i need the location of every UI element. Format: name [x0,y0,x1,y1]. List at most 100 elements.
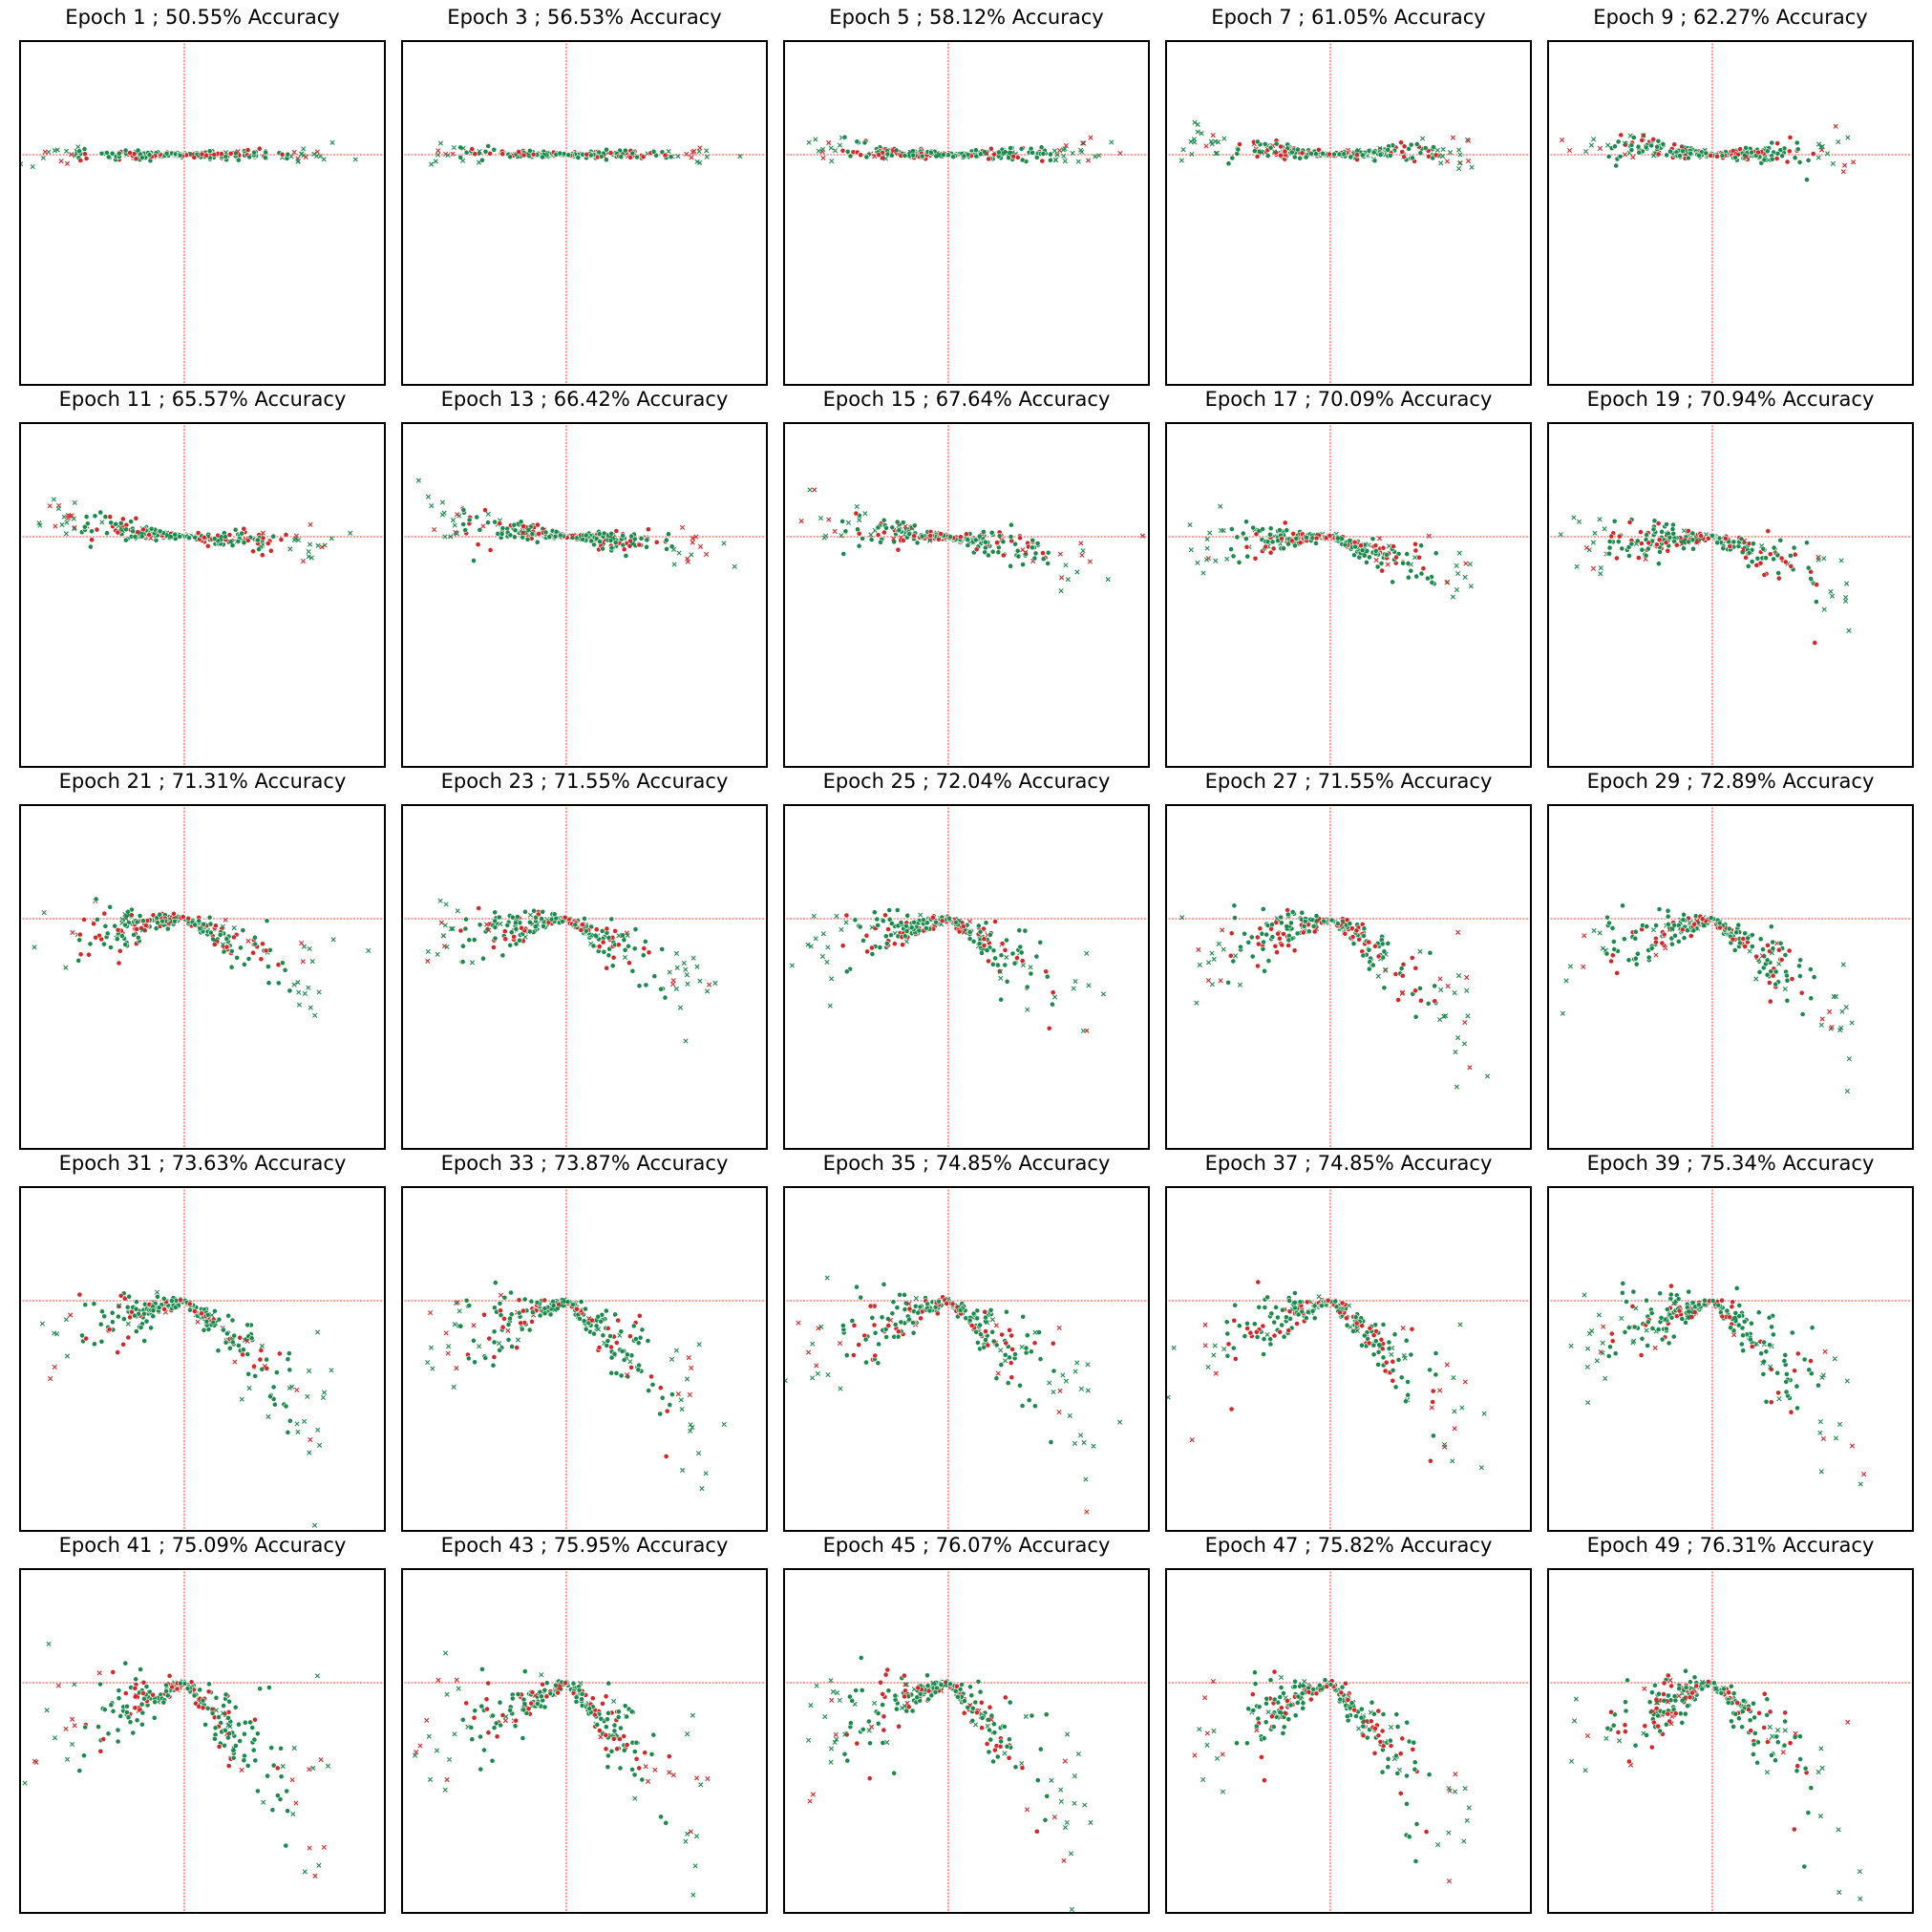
scatter-point [204,542,211,549]
scatter-point [607,538,614,543]
scatter-point [1285,1327,1292,1333]
scatter-point [508,929,515,936]
scatter-point [1040,151,1047,157]
scatter-point [1270,545,1277,552]
scatter-point [1366,939,1372,945]
scatter-point [1684,927,1690,934]
scatter-point [854,138,860,145]
scatter-point [1242,1333,1248,1339]
scatter-point [309,959,315,965]
scatter-point [1207,530,1213,536]
scatter-point [1405,561,1412,566]
scatter-point [482,148,489,155]
scatter-point [1085,1362,1091,1368]
scatter-point [322,542,328,548]
scatter-point [598,154,605,159]
scatter-point [1400,560,1406,566]
scatter-point [32,945,37,950]
scatter-point [524,536,531,542]
scatter-point [1778,555,1785,562]
scatter-point [626,1333,633,1340]
scatter-point [939,918,945,924]
scatter-point [1417,985,1423,991]
scatter-plot [783,804,1150,1150]
scatter-point [1390,1367,1396,1373]
scatter-point [1264,1331,1270,1338]
scatter-point [1196,946,1201,952]
panel-title: Epoch 31 ; 73.63% Accuracy [58,1152,347,1175]
scatter-point [165,533,171,539]
scatter-point [171,918,178,924]
scatter-point [1088,135,1093,140]
scatter-point [854,503,860,510]
scatter-point [226,532,233,538]
scatter-point [512,527,519,534]
scatter-point [1383,966,1389,972]
scatter-point [929,914,936,921]
scatter-point [206,914,213,921]
scatter-point [244,1351,251,1357]
scatter-point [251,1363,257,1369]
scatter-point [1617,154,1624,159]
scatter-point [585,1316,592,1322]
scatter-point [1807,966,1814,972]
scatter-point [968,1323,975,1328]
scatter-point [1699,916,1706,923]
scatter-panel: Epoch 33 ; 73.87% Accuracy [401,1150,768,1532]
scatter-point [482,1355,489,1361]
scatter-point [218,536,223,541]
scatter-point [1792,551,1798,558]
scatter-point [1225,1341,1232,1348]
scatter-point [112,923,118,929]
scatter-point [819,146,826,152]
scatter-point [840,1323,846,1328]
scatter-point [842,528,849,535]
scatter-point [961,929,967,935]
scatter-point [1213,1370,1219,1376]
scatter-point [486,927,492,933]
scatter-point [114,936,120,943]
scatter-point [889,921,895,926]
scatter-point [155,1294,160,1300]
scatter-point [1611,518,1618,524]
scatter-point [1019,958,1026,964]
scatter-point [312,1012,318,1018]
scatter-point [732,563,737,569]
scatter-point [911,919,917,925]
scatter-point [1279,1322,1285,1328]
scatter-point [1401,143,1408,150]
scatter-point [1019,1403,1026,1409]
scatter-point [1467,1065,1473,1071]
scatter-point [1639,546,1645,553]
scatter-point [992,955,998,962]
plot-frame [401,422,768,768]
scatter-point [858,152,864,159]
scatter-point [291,537,297,543]
scatter-point [663,1454,669,1459]
scatter-point [621,546,627,553]
scatter-point [591,932,597,938]
scatter-point [117,947,123,954]
scatter-point [900,520,906,525]
scatter-point [235,149,241,155]
scatter-point [287,546,293,552]
scatter-point [1597,517,1603,522]
scatter-point [1773,156,1780,161]
scatter-point [1763,555,1769,562]
scatter-point [1273,1305,1279,1310]
scatter-point [479,157,485,163]
scatter-plot [783,1186,1150,1532]
scatter-point [459,959,466,965]
scatter-point [916,927,923,934]
scatter-point [472,151,478,158]
scatter-point [697,145,703,151]
scatter-point [223,1339,229,1346]
scatter-point [485,520,491,525]
scatter-point [201,1327,207,1333]
scatter-point [630,1323,637,1329]
scatter-point [559,1303,564,1308]
scatter-point [1645,954,1652,961]
scatter-point [829,976,835,982]
scatter-point [1086,983,1092,988]
scatter-point [918,1315,924,1322]
